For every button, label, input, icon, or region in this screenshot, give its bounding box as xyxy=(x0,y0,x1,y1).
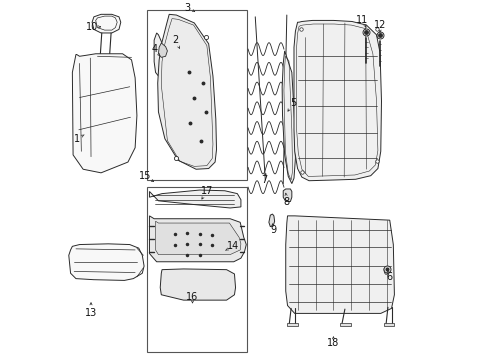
Polygon shape xyxy=(92,14,121,33)
Bar xyxy=(147,10,247,180)
Text: 15: 15 xyxy=(138,171,151,181)
Polygon shape xyxy=(293,21,381,181)
Polygon shape xyxy=(149,190,241,208)
Polygon shape xyxy=(158,14,216,169)
Polygon shape xyxy=(339,323,351,326)
Text: 3: 3 xyxy=(183,3,190,13)
Text: 2: 2 xyxy=(172,35,179,45)
Polygon shape xyxy=(160,269,235,300)
Polygon shape xyxy=(154,33,165,76)
Text: 14: 14 xyxy=(226,241,239,251)
Text: 6: 6 xyxy=(386,272,392,282)
Polygon shape xyxy=(155,221,241,255)
Text: 11: 11 xyxy=(355,15,367,26)
Polygon shape xyxy=(285,216,394,314)
Polygon shape xyxy=(282,51,295,184)
Polygon shape xyxy=(283,189,291,202)
Polygon shape xyxy=(72,54,137,173)
Text: 7: 7 xyxy=(261,175,267,185)
Polygon shape xyxy=(69,244,144,280)
Text: 13: 13 xyxy=(85,308,97,318)
Text: 10: 10 xyxy=(86,22,98,32)
Text: 18: 18 xyxy=(326,338,339,348)
Polygon shape xyxy=(383,323,394,326)
Text: 9: 9 xyxy=(269,225,276,235)
FancyBboxPatch shape xyxy=(175,289,195,297)
Text: 16: 16 xyxy=(186,292,198,302)
FancyBboxPatch shape xyxy=(201,289,221,297)
Polygon shape xyxy=(286,323,298,326)
Text: 8: 8 xyxy=(283,197,289,207)
Text: 4: 4 xyxy=(151,44,157,54)
Bar xyxy=(147,187,247,352)
Polygon shape xyxy=(158,43,167,57)
Text: 5: 5 xyxy=(289,98,295,108)
Text: 17: 17 xyxy=(200,186,213,196)
Polygon shape xyxy=(149,216,246,262)
Text: 1: 1 xyxy=(74,134,80,144)
Text: 12: 12 xyxy=(373,20,386,30)
Polygon shape xyxy=(268,214,274,226)
